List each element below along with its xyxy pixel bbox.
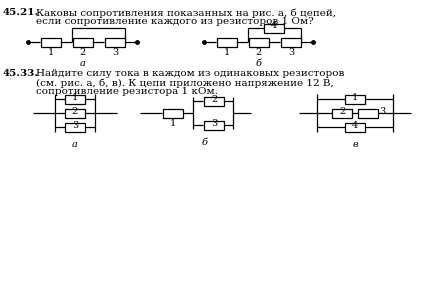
Bar xyxy=(204,97,224,105)
Text: (см. рис. а, б, в). К цепи приложено напряжение 12 В,: (см. рис. а, б, в). К цепи приложено нап… xyxy=(36,78,334,88)
Text: а: а xyxy=(72,140,78,149)
Text: сопротивление резистора 1 кОм.: сопротивление резистора 1 кОм. xyxy=(36,87,218,96)
Text: Найдите силу тока в каждом из одинаковых резисторов: Найдите силу тока в каждом из одинаковых… xyxy=(36,69,344,78)
Bar xyxy=(73,37,93,47)
Bar xyxy=(65,94,85,103)
Text: 45.33.: 45.33. xyxy=(3,69,39,78)
Text: 1: 1 xyxy=(170,119,176,128)
Text: 1: 1 xyxy=(72,93,78,102)
Text: 2: 2 xyxy=(211,95,217,104)
Bar xyxy=(204,121,224,129)
Bar xyxy=(163,108,183,118)
Text: 2: 2 xyxy=(256,48,262,57)
Text: 3: 3 xyxy=(288,48,294,57)
Text: 3: 3 xyxy=(112,48,118,57)
Bar xyxy=(105,37,125,47)
Bar xyxy=(65,122,85,132)
Bar xyxy=(281,37,301,47)
Text: 45.21.: 45.21. xyxy=(3,8,39,17)
Text: Каковы сопротивления показанных на рис. а, б цепей,: Каковы сопротивления показанных на рис. … xyxy=(36,8,336,18)
Text: 4: 4 xyxy=(271,21,277,30)
Text: 2: 2 xyxy=(339,107,345,116)
Text: 3: 3 xyxy=(211,119,217,128)
Bar xyxy=(65,108,85,118)
Text: 3: 3 xyxy=(72,121,78,130)
Bar xyxy=(332,108,352,118)
Bar xyxy=(217,37,237,47)
Bar xyxy=(345,94,365,103)
Bar xyxy=(41,37,61,47)
Text: б: б xyxy=(256,59,262,68)
Text: 1: 1 xyxy=(352,93,358,102)
Text: 2: 2 xyxy=(72,107,78,116)
Text: 1: 1 xyxy=(48,48,54,57)
Text: 2: 2 xyxy=(80,48,86,57)
Text: 4: 4 xyxy=(352,121,358,130)
Text: если сопротивление каждого из резисторов 1 Ом?: если сопротивление каждого из резисторов… xyxy=(36,17,314,26)
Bar xyxy=(264,23,284,32)
Text: а: а xyxy=(80,59,86,68)
Bar xyxy=(345,122,365,132)
Bar xyxy=(249,37,269,47)
Text: в: в xyxy=(352,140,358,149)
Text: 3: 3 xyxy=(379,107,385,116)
Text: 1: 1 xyxy=(224,48,230,57)
Text: б: б xyxy=(202,138,208,147)
Bar xyxy=(358,108,378,118)
